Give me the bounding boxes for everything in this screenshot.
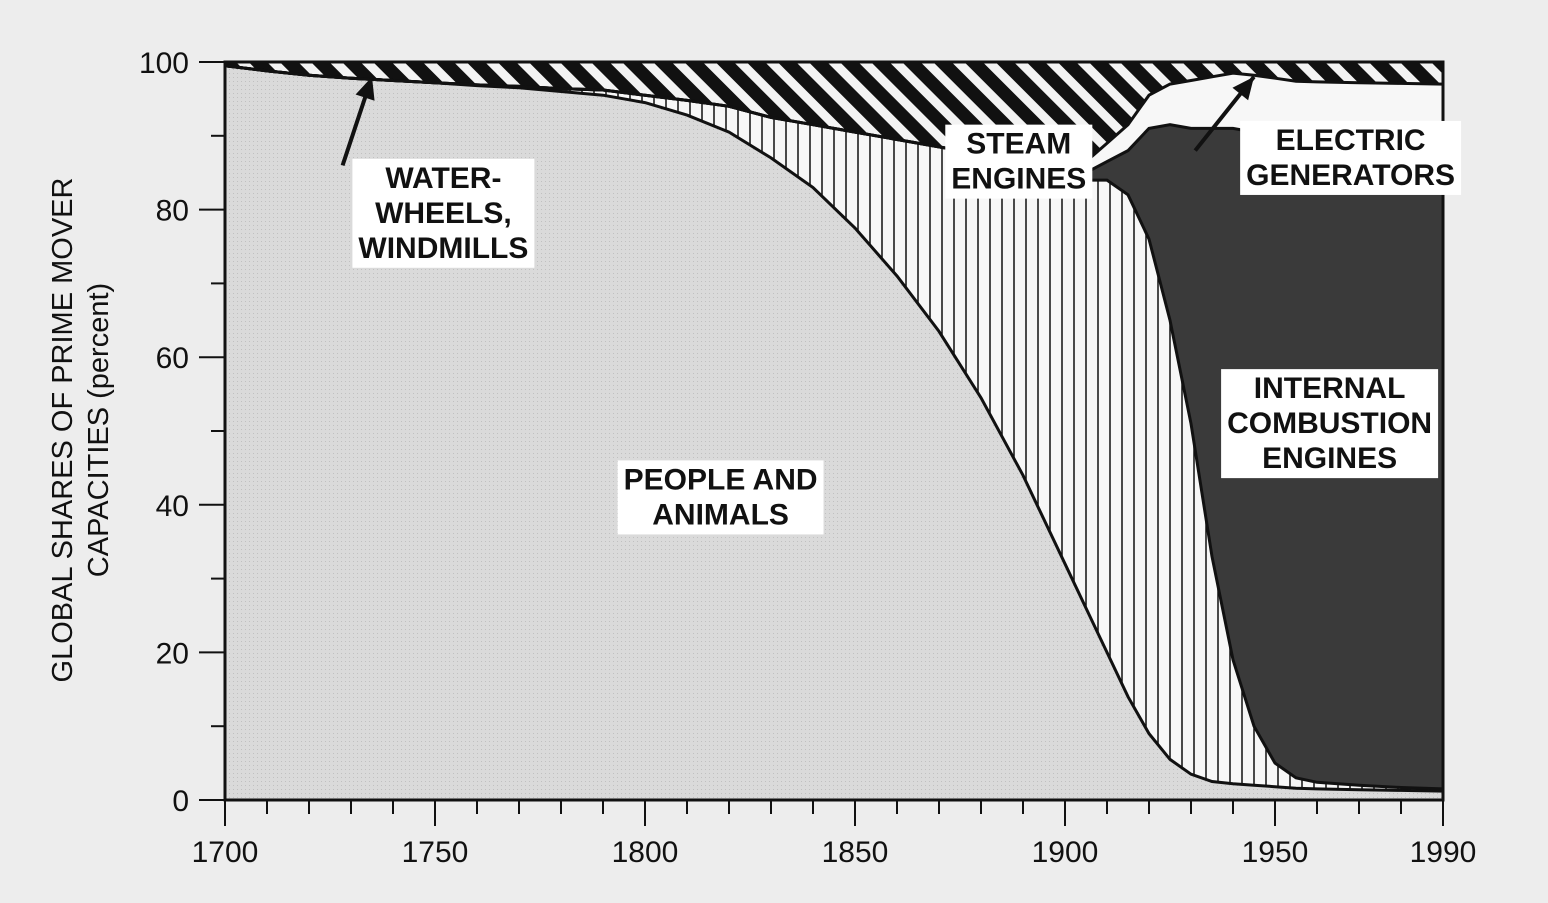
y-tick-label: 20 — [156, 637, 189, 670]
region-label-line: ANIMALS — [652, 498, 789, 531]
region-label-line: WINDMILLS — [358, 232, 528, 265]
region-label-line: ENGINES — [951, 163, 1086, 196]
x-tick-label: 1900 — [1032, 836, 1099, 869]
x-tick-label: 1850 — [822, 836, 889, 869]
x-tick-label: 1990 — [1410, 836, 1477, 869]
region-labels: WATER-WHEELS,WINDMILLSSTEAMENGINESELECTR… — [352, 120, 1462, 535]
x-tick-label: 1700 — [192, 836, 259, 869]
axis-ticks: 1700 1750 1800 1850 1900 1950 1990 0 20 40 60 80 100 — [139, 47, 1476, 869]
y-tick-label: 60 — [156, 342, 189, 375]
region-label-line: STEAM — [966, 128, 1071, 161]
region-label-line: COMBUSTION — [1227, 407, 1432, 440]
y-axis-title-line2: CAPACITIES (percent) — [83, 283, 115, 577]
y-tick-label: 100 — [139, 47, 189, 80]
label-background — [945, 124, 1093, 199]
label-background — [352, 158, 535, 268]
arrow — [1193, 75, 1256, 152]
y-tick-label: 80 — [156, 195, 189, 228]
region-label-water-wheels-windmills: WATER-WHEELS,WINDMILLS — [352, 158, 535, 268]
region-label-line: PEOPLE AND — [624, 463, 818, 496]
y-axis-title-line1: GLOBAL SHARES OF PRIME MOVER — [47, 178, 79, 683]
annotation-arrows — [340, 75, 1256, 166]
y-tick-label: 0 — [172, 785, 189, 818]
region-label-line: INTERNAL — [1254, 372, 1406, 405]
label-background — [617, 460, 824, 535]
region-label-line: ENGINES — [1262, 442, 1397, 475]
arrow-head — [355, 76, 375, 101]
x-tick-label: 1950 — [1242, 836, 1309, 869]
arrow — [340, 76, 375, 166]
y-tick-label: 40 — [156, 490, 189, 523]
region-label-line: ELECTRIC — [1276, 124, 1426, 157]
region-label-line: WATER- — [385, 162, 501, 195]
area-electric-generators — [225, 65, 1443, 177]
area-steam-engines — [225, 65, 1443, 792]
region-label-line: GENERATORS — [1246, 159, 1455, 192]
x-tick-label: 1750 — [402, 836, 469, 869]
label-background — [1221, 369, 1439, 479]
area-water-wheels-windmills — [225, 62, 1443, 169]
area-internal-combustion-engines — [225, 65, 1443, 789]
arrow-head — [1232, 76, 1254, 101]
region-label-line: WHEELS, — [375, 197, 512, 230]
label-background — [1240, 120, 1462, 195]
x-tick-label: 1800 — [612, 836, 679, 869]
